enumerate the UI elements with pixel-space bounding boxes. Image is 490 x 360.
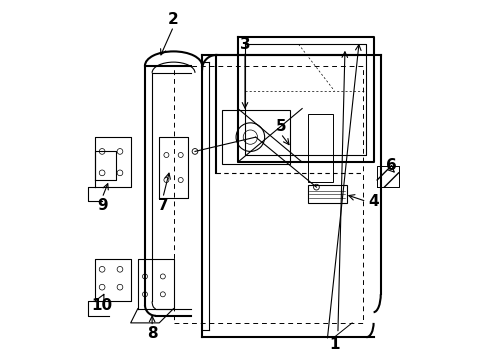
- Text: 7: 7: [157, 198, 168, 212]
- Text: 8: 8: [147, 326, 157, 341]
- Text: 10: 10: [92, 297, 113, 312]
- Text: 3: 3: [240, 37, 250, 52]
- Text: 6: 6: [386, 158, 397, 173]
- Text: 4: 4: [368, 194, 379, 209]
- Text: 5: 5: [275, 119, 286, 134]
- FancyBboxPatch shape: [308, 114, 333, 182]
- FancyBboxPatch shape: [222, 111, 290, 164]
- Text: 9: 9: [97, 198, 107, 212]
- Text: 1: 1: [329, 337, 340, 352]
- FancyBboxPatch shape: [308, 185, 347, 203]
- Text: 2: 2: [168, 12, 179, 27]
